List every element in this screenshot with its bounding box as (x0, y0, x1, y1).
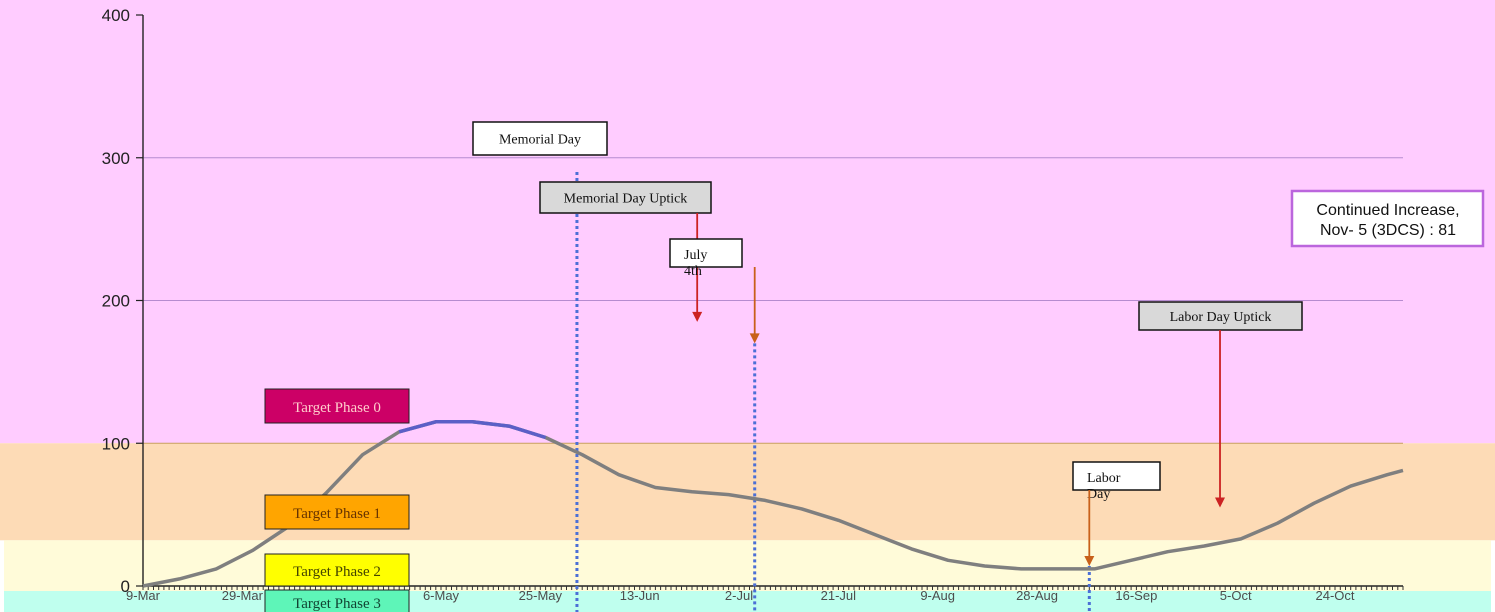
phase-label-text-0: Target Phase 0 (293, 400, 381, 416)
annotation-text-3: Labor Day Uptick (1170, 310, 1272, 325)
x-tick-label-12: 24-Oct (1316, 588, 1355, 603)
annotation-box-0 (472, 121, 608, 156)
x-tick-label-4: 25-May (519, 588, 563, 603)
callout-line-1: Nov- 5 (3DCS) : 81 (1320, 222, 1456, 239)
x-tick-label-5: 13-Jun (620, 588, 660, 603)
x-tick-label-9: 28-Aug (1016, 588, 1058, 603)
annotation-box-4 (1072, 461, 1161, 491)
holiday-markers (575, 172, 1091, 612)
x-minor-ticks (142, 586, 1404, 590)
phase-label-text-1: Target Phase 1 (293, 506, 381, 522)
annotation-box-3 (1138, 301, 1303, 331)
y-tick-label-2: 200 (102, 292, 130, 311)
band-0 (0, 0, 1495, 444)
y-tick-label-3: 300 (102, 149, 130, 168)
x-tick-label-8: 9-Aug (920, 588, 955, 603)
callout-line-0: Continued Increase, (1316, 202, 1459, 219)
phase-labels: Target Phase 0 Target Phase 1 Target Phase… (264, 388, 410, 612)
annotation-text-2: July 4th (684, 248, 707, 279)
annotation-arrowhead-1 (692, 311, 703, 322)
series-line (142, 420, 1404, 588)
annotation-box-1 (539, 181, 712, 214)
annotations: Memorial Day Memorial Day Uptick July 4th La… (472, 121, 1303, 567)
callout-rect (1290, 189, 1485, 248)
x-tick-label-7: 21-Jul (821, 588, 857, 603)
annotation-arrowhead-4 (1084, 556, 1095, 567)
phase-label-box-0 (264, 388, 410, 424)
phase-label-box-1 (264, 494, 410, 530)
axes: 01002003004009-Mar29-Mar18-Apr6-May25-Ma… (102, 6, 1404, 603)
annotation-text-1: Memorial Day Uptick (564, 192, 688, 207)
phase-label-text-2: Target Phase 2 (293, 564, 381, 580)
annotation-arrowhead-3 (1215, 497, 1226, 508)
band-2 (4, 540, 1491, 591)
series-highlight-0 (398, 420, 547, 440)
x-tick-label-1: 29-Mar (222, 588, 264, 603)
x-tick-label-10: 16-Sep (1115, 588, 1157, 603)
annotation-text-4: Labor Day (1087, 471, 1121, 502)
series-path-0 (142, 420, 1404, 588)
gridlines (143, 157, 1403, 444)
phase-label-text-3: Target Phase 3 (293, 596, 381, 612)
annotation-box-2 (669, 238, 743, 268)
x-tick-label-0: 9-Mar (126, 588, 161, 603)
band-1 (0, 443, 1495, 541)
y-tick-label-1: 100 (102, 434, 130, 453)
annotation-text-0: Memorial Day (499, 133, 581, 148)
y-tick-label-0: 0 (121, 577, 130, 596)
callout-box: Continued Increase, Nov- 5 (3DCS) : 81 (1290, 189, 1485, 248)
y-tick-label-4: 400 (102, 6, 130, 25)
x-tick-label-3: 6-May (423, 588, 460, 603)
phase-label-box-3 (264, 589, 410, 612)
phase-label-box-2 (264, 553, 410, 587)
annotation-arrowhead-2 (749, 333, 760, 344)
x-tick-label-11: 5-Oct (1220, 588, 1252, 603)
x-tick-label-6: 2-Jul (725, 588, 753, 603)
